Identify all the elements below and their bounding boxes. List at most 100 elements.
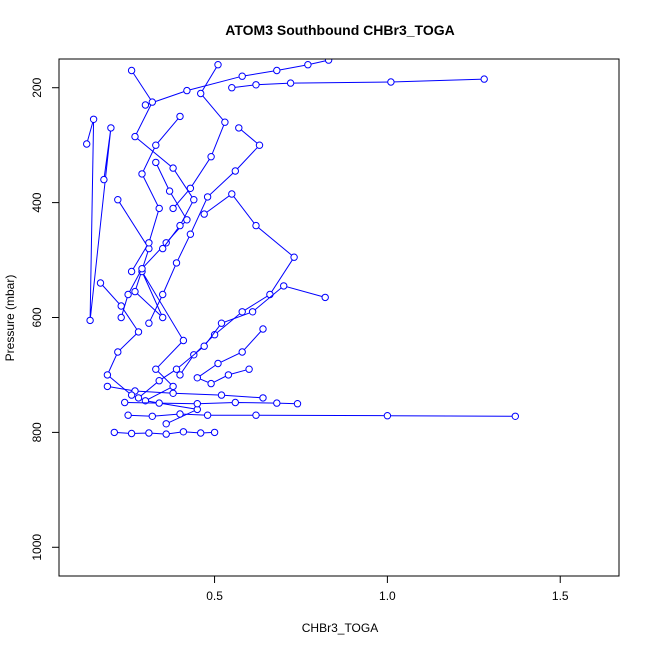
data-point	[231, 398, 240, 407]
data-point	[162, 430, 170, 438]
data-point	[186, 230, 195, 238]
series-line	[138, 285, 326, 399]
data-point	[127, 429, 136, 438]
data-point	[159, 313, 167, 322]
data-point	[83, 140, 91, 148]
data-point	[252, 221, 260, 230]
data-point	[89, 115, 98, 124]
data-point	[103, 371, 112, 379]
data-point	[280, 282, 288, 290]
series-line	[231, 78, 485, 89]
series-line	[128, 413, 516, 417]
data-point	[127, 66, 136, 75]
data-point	[172, 365, 181, 373]
data-point	[228, 84, 236, 92]
data-point	[159, 290, 167, 299]
data-point	[207, 153, 215, 161]
series-3	[176, 190, 298, 379]
y-tick-label: 200	[30, 77, 44, 97]
data-point	[152, 365, 160, 373]
data-point	[238, 308, 246, 316]
data-point	[186, 184, 195, 193]
data-point	[162, 420, 170, 428]
data-point	[148, 98, 157, 106]
series-line	[131, 116, 181, 272]
data-point	[145, 319, 153, 327]
data-point	[383, 412, 392, 420]
series-16	[127, 112, 184, 276]
series-10	[96, 279, 143, 399]
data-point	[103, 382, 112, 391]
data-point	[165, 187, 174, 195]
data-point	[183, 216, 191, 224]
data-point	[203, 411, 212, 419]
data-point	[117, 302, 125, 310]
data-point	[176, 410, 184, 418]
data-point	[141, 101, 150, 109]
data-point	[121, 398, 129, 407]
data-point	[183, 86, 191, 95]
data-point	[387, 78, 395, 86]
data-point	[107, 124, 115, 132]
data-point	[172, 259, 181, 267]
plot-frame	[58, 58, 620, 577]
data-point	[200, 342, 208, 350]
data-point	[155, 204, 163, 213]
x-tick-label: 1.0	[379, 589, 396, 603]
data-point	[110, 428, 119, 437]
data-point	[217, 319, 226, 327]
data-point	[228, 190, 236, 198]
data-point	[100, 175, 108, 184]
data-point	[138, 170, 146, 178]
series-0	[228, 75, 488, 92]
data-point	[217, 391, 226, 399]
data-point	[238, 72, 246, 80]
data-point	[179, 336, 188, 345]
data-point	[138, 265, 146, 273]
series-4	[134, 282, 329, 402]
data-point	[131, 287, 139, 296]
y-tick-label: 800	[30, 422, 44, 442]
series-13	[193, 325, 267, 388]
data-point	[176, 371, 184, 379]
x-axis-label: CHBr3_TOGA	[302, 621, 378, 635]
data-point	[197, 429, 205, 437]
data-point	[214, 60, 222, 69]
data-point	[324, 59, 333, 64]
data-point	[145, 239, 153, 247]
y-axis: 200 400 600 800 1000	[30, 77, 59, 561]
data-point	[145, 429, 153, 437]
series-line	[100, 282, 140, 396]
data-point	[200, 210, 208, 218]
data-point	[124, 411, 132, 419]
plot-area	[83, 59, 519, 438]
data-point	[252, 411, 260, 419]
data-point	[155, 399, 163, 407]
series-1	[83, 115, 115, 325]
data-point	[127, 267, 136, 276]
series-line	[179, 193, 295, 376]
data-point	[114, 196, 122, 204]
x-tick-label: 0.5	[206, 589, 223, 603]
data-point	[235, 124, 243, 132]
data-point	[304, 60, 312, 69]
y-tick-label: 1000	[30, 534, 44, 561]
data-point	[259, 325, 267, 333]
series-9	[141, 59, 333, 109]
data-point	[255, 141, 264, 149]
y-tick-label: 600	[30, 307, 44, 327]
series-7	[121, 398, 302, 408]
x-axis: 0.5 1.0 1.5	[206, 576, 569, 603]
data-point	[511, 412, 519, 420]
data-point	[214, 359, 222, 368]
data-point	[179, 428, 188, 436]
data-point	[273, 66, 281, 75]
data-point	[169, 382, 177, 391]
data-point	[238, 348, 246, 356]
series-11	[145, 124, 264, 327]
data-point	[86, 316, 94, 325]
series-6	[110, 428, 219, 438]
data-point	[155, 377, 163, 385]
